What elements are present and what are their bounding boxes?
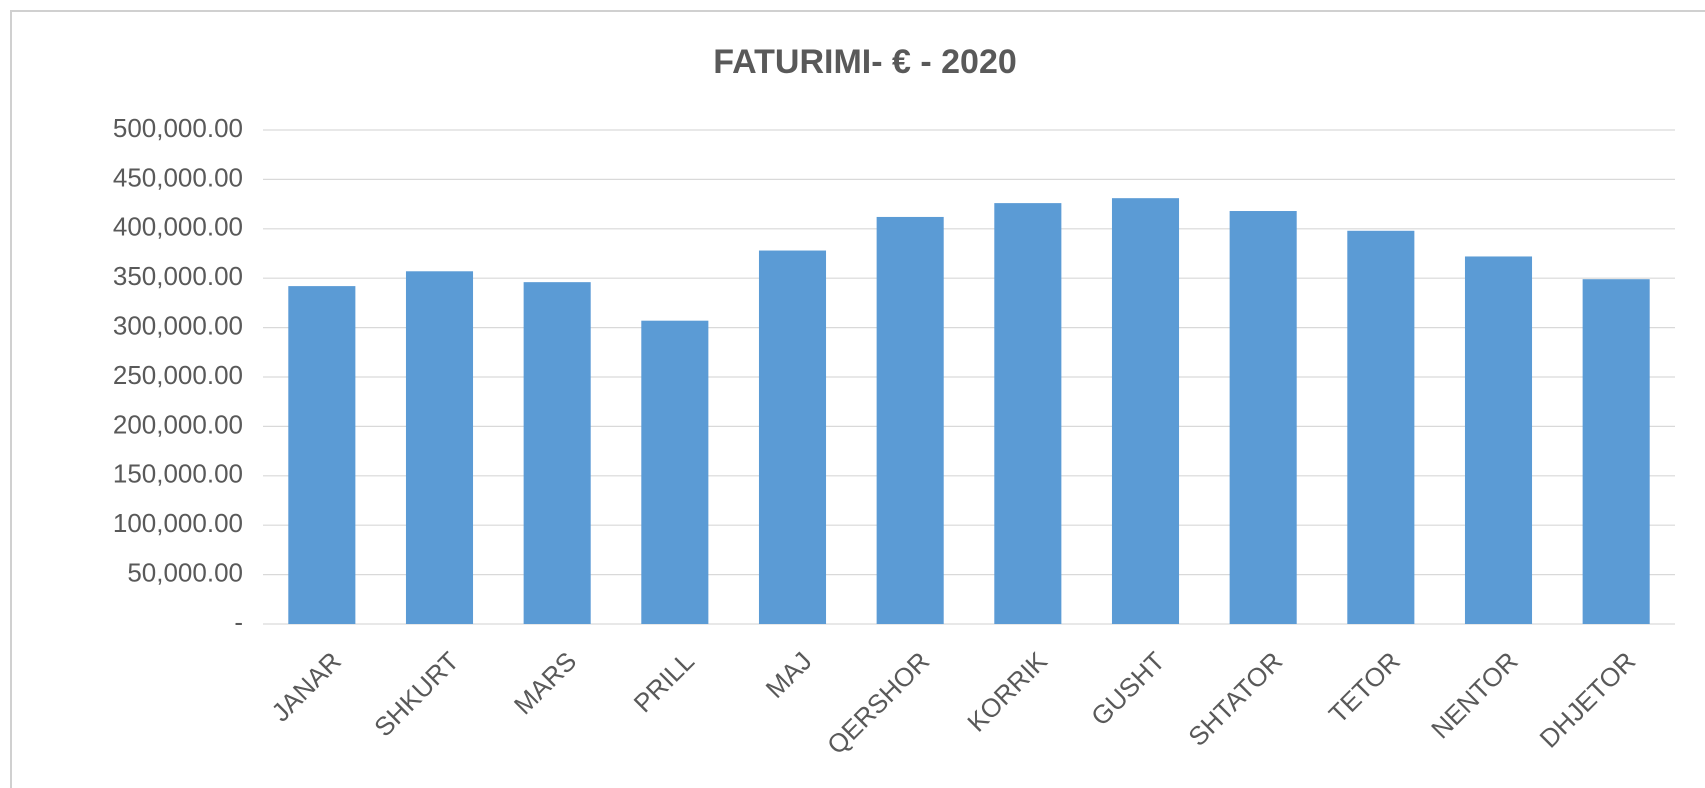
bar	[641, 320, 709, 624]
y-tick-label: 350,000.00	[113, 261, 243, 291]
bar	[1111, 198, 1180, 624]
bar	[288, 286, 356, 624]
y-tick-label: 50,000.00	[127, 557, 243, 587]
y-tick-label: 500,000.00	[113, 113, 243, 143]
bar	[876, 216, 944, 624]
bar	[1464, 256, 1533, 624]
y-tick-label: 400,000.00	[113, 212, 243, 242]
y-tick-label: 150,000.00	[113, 459, 243, 489]
bar	[405, 271, 474, 624]
chart-border	[10, 10, 1705, 788]
y-tick-label: 200,000.00	[113, 409, 243, 439]
chart-title: FATURIMI- € - 2020	[713, 43, 1017, 81]
y-tick-label: 100,000.00	[113, 508, 243, 538]
bar	[1582, 279, 1650, 624]
y-tick-label: 450,000.00	[113, 162, 243, 192]
bar	[994, 203, 1062, 624]
bar	[1229, 211, 1297, 625]
bar	[1347, 230, 1415, 624]
y-tick-label: 250,000.00	[113, 360, 243, 390]
bar	[523, 282, 591, 624]
bar	[758, 250, 827, 624]
y-tick-label: 300,000.00	[113, 310, 243, 340]
y-tick-label: -	[234, 607, 243, 637]
